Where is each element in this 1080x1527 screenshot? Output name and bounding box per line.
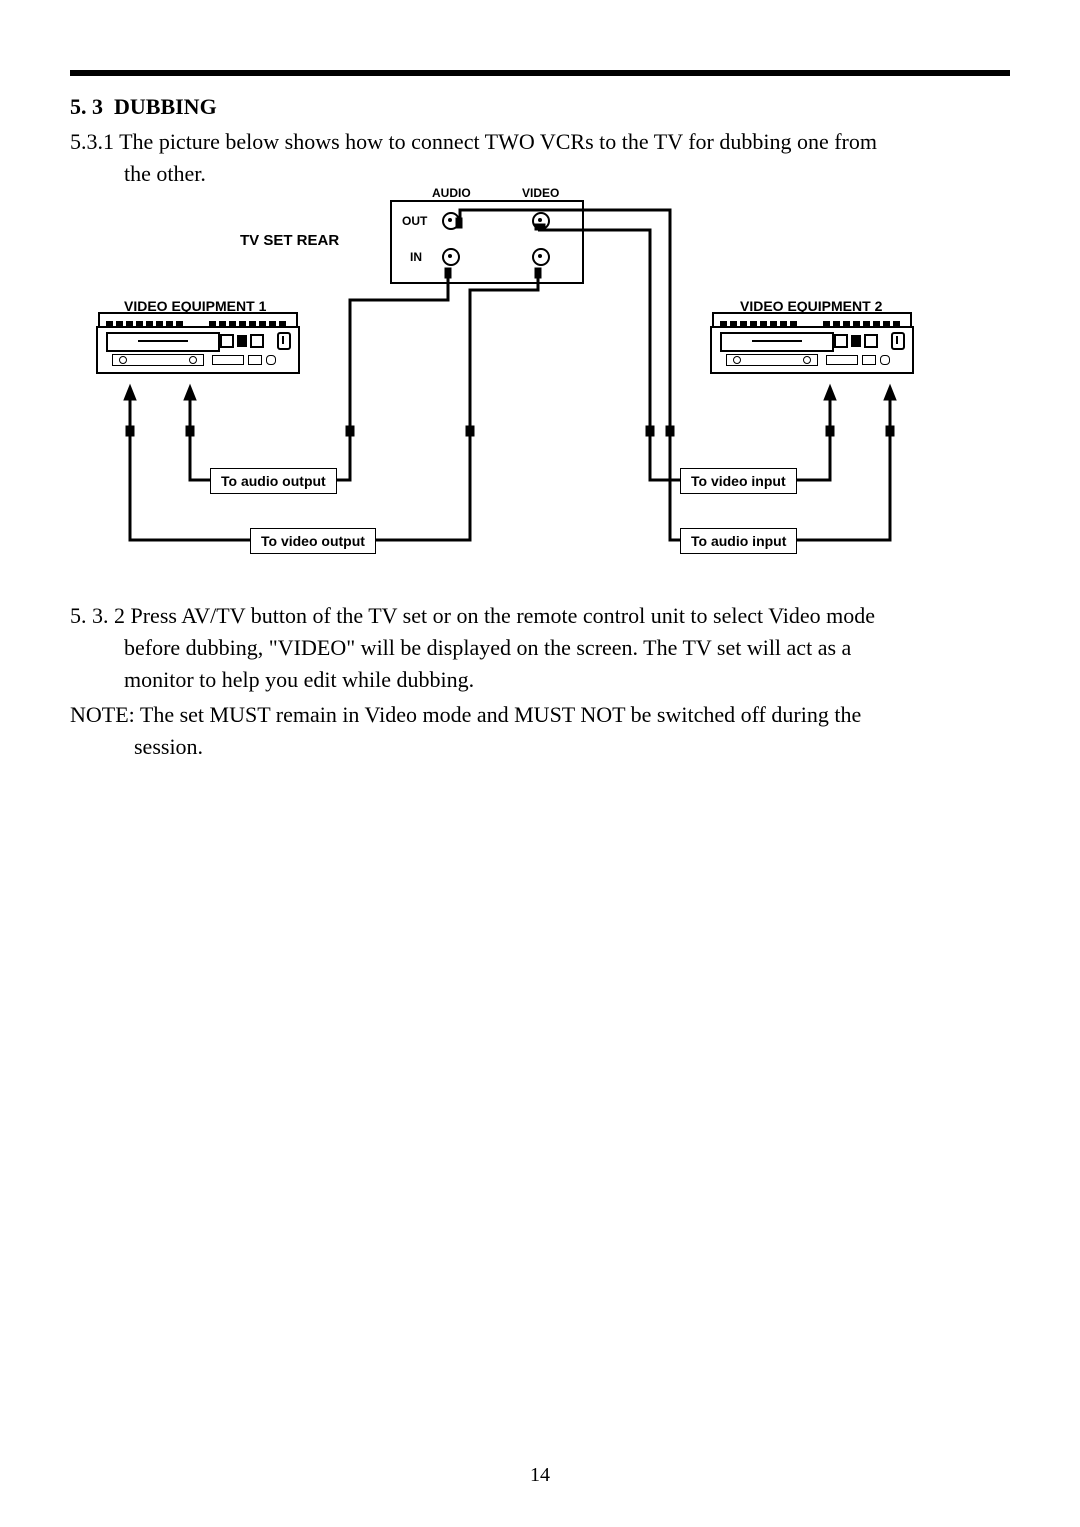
top-rule (70, 70, 1010, 76)
p-5-3-1: 5.3.1 The picture below shows how to con… (70, 126, 1010, 190)
page-number: 14 (0, 1464, 1080, 1487)
p532-label: 5. 3. 2 (70, 603, 125, 628)
cap-video-in: To video input (680, 468, 797, 494)
p532-l2: before dubbing, "VIDEO" will be displaye… (70, 632, 1010, 664)
note-l1: The set MUST remain in Video mode and MU… (140, 702, 861, 727)
p531-l1: The picture below shows how to connect T… (119, 129, 877, 154)
section-number: 5. 3 (70, 94, 103, 119)
cap-video-out: To video output (250, 528, 376, 554)
section-heading: 5. 3 DUBBING (70, 94, 1010, 120)
note: NOTE: The set MUST remain in Video mode … (70, 699, 1010, 763)
p531-label: 5.3.1 (70, 129, 114, 154)
p-5-3-2: 5. 3. 2 Press AV/TV button of the TV set… (70, 600, 1010, 696)
video-header: VIDEO (522, 186, 559, 200)
audio-header: AUDIO (432, 186, 471, 200)
p532-l1: Press AV/TV button of the TV set or on t… (131, 603, 876, 628)
cap-audio-out: To audio output (210, 468, 337, 494)
note-l2: session. (70, 731, 1010, 763)
dubbing-diagram: TV SET REAR AUDIO VIDEO OUT IN VIDEO EQU… (90, 200, 990, 580)
page: 5. 3 DUBBING 5.3.1 The picture below sho… (0, 0, 1080, 1527)
cable-svg (90, 200, 990, 580)
cap-audio-in: To audio input (680, 528, 797, 554)
p532-l3: monitor to help you edit while dubbing. (70, 664, 1010, 696)
note-label: NOTE: (70, 702, 135, 727)
section-title: DUBBING (114, 94, 217, 119)
